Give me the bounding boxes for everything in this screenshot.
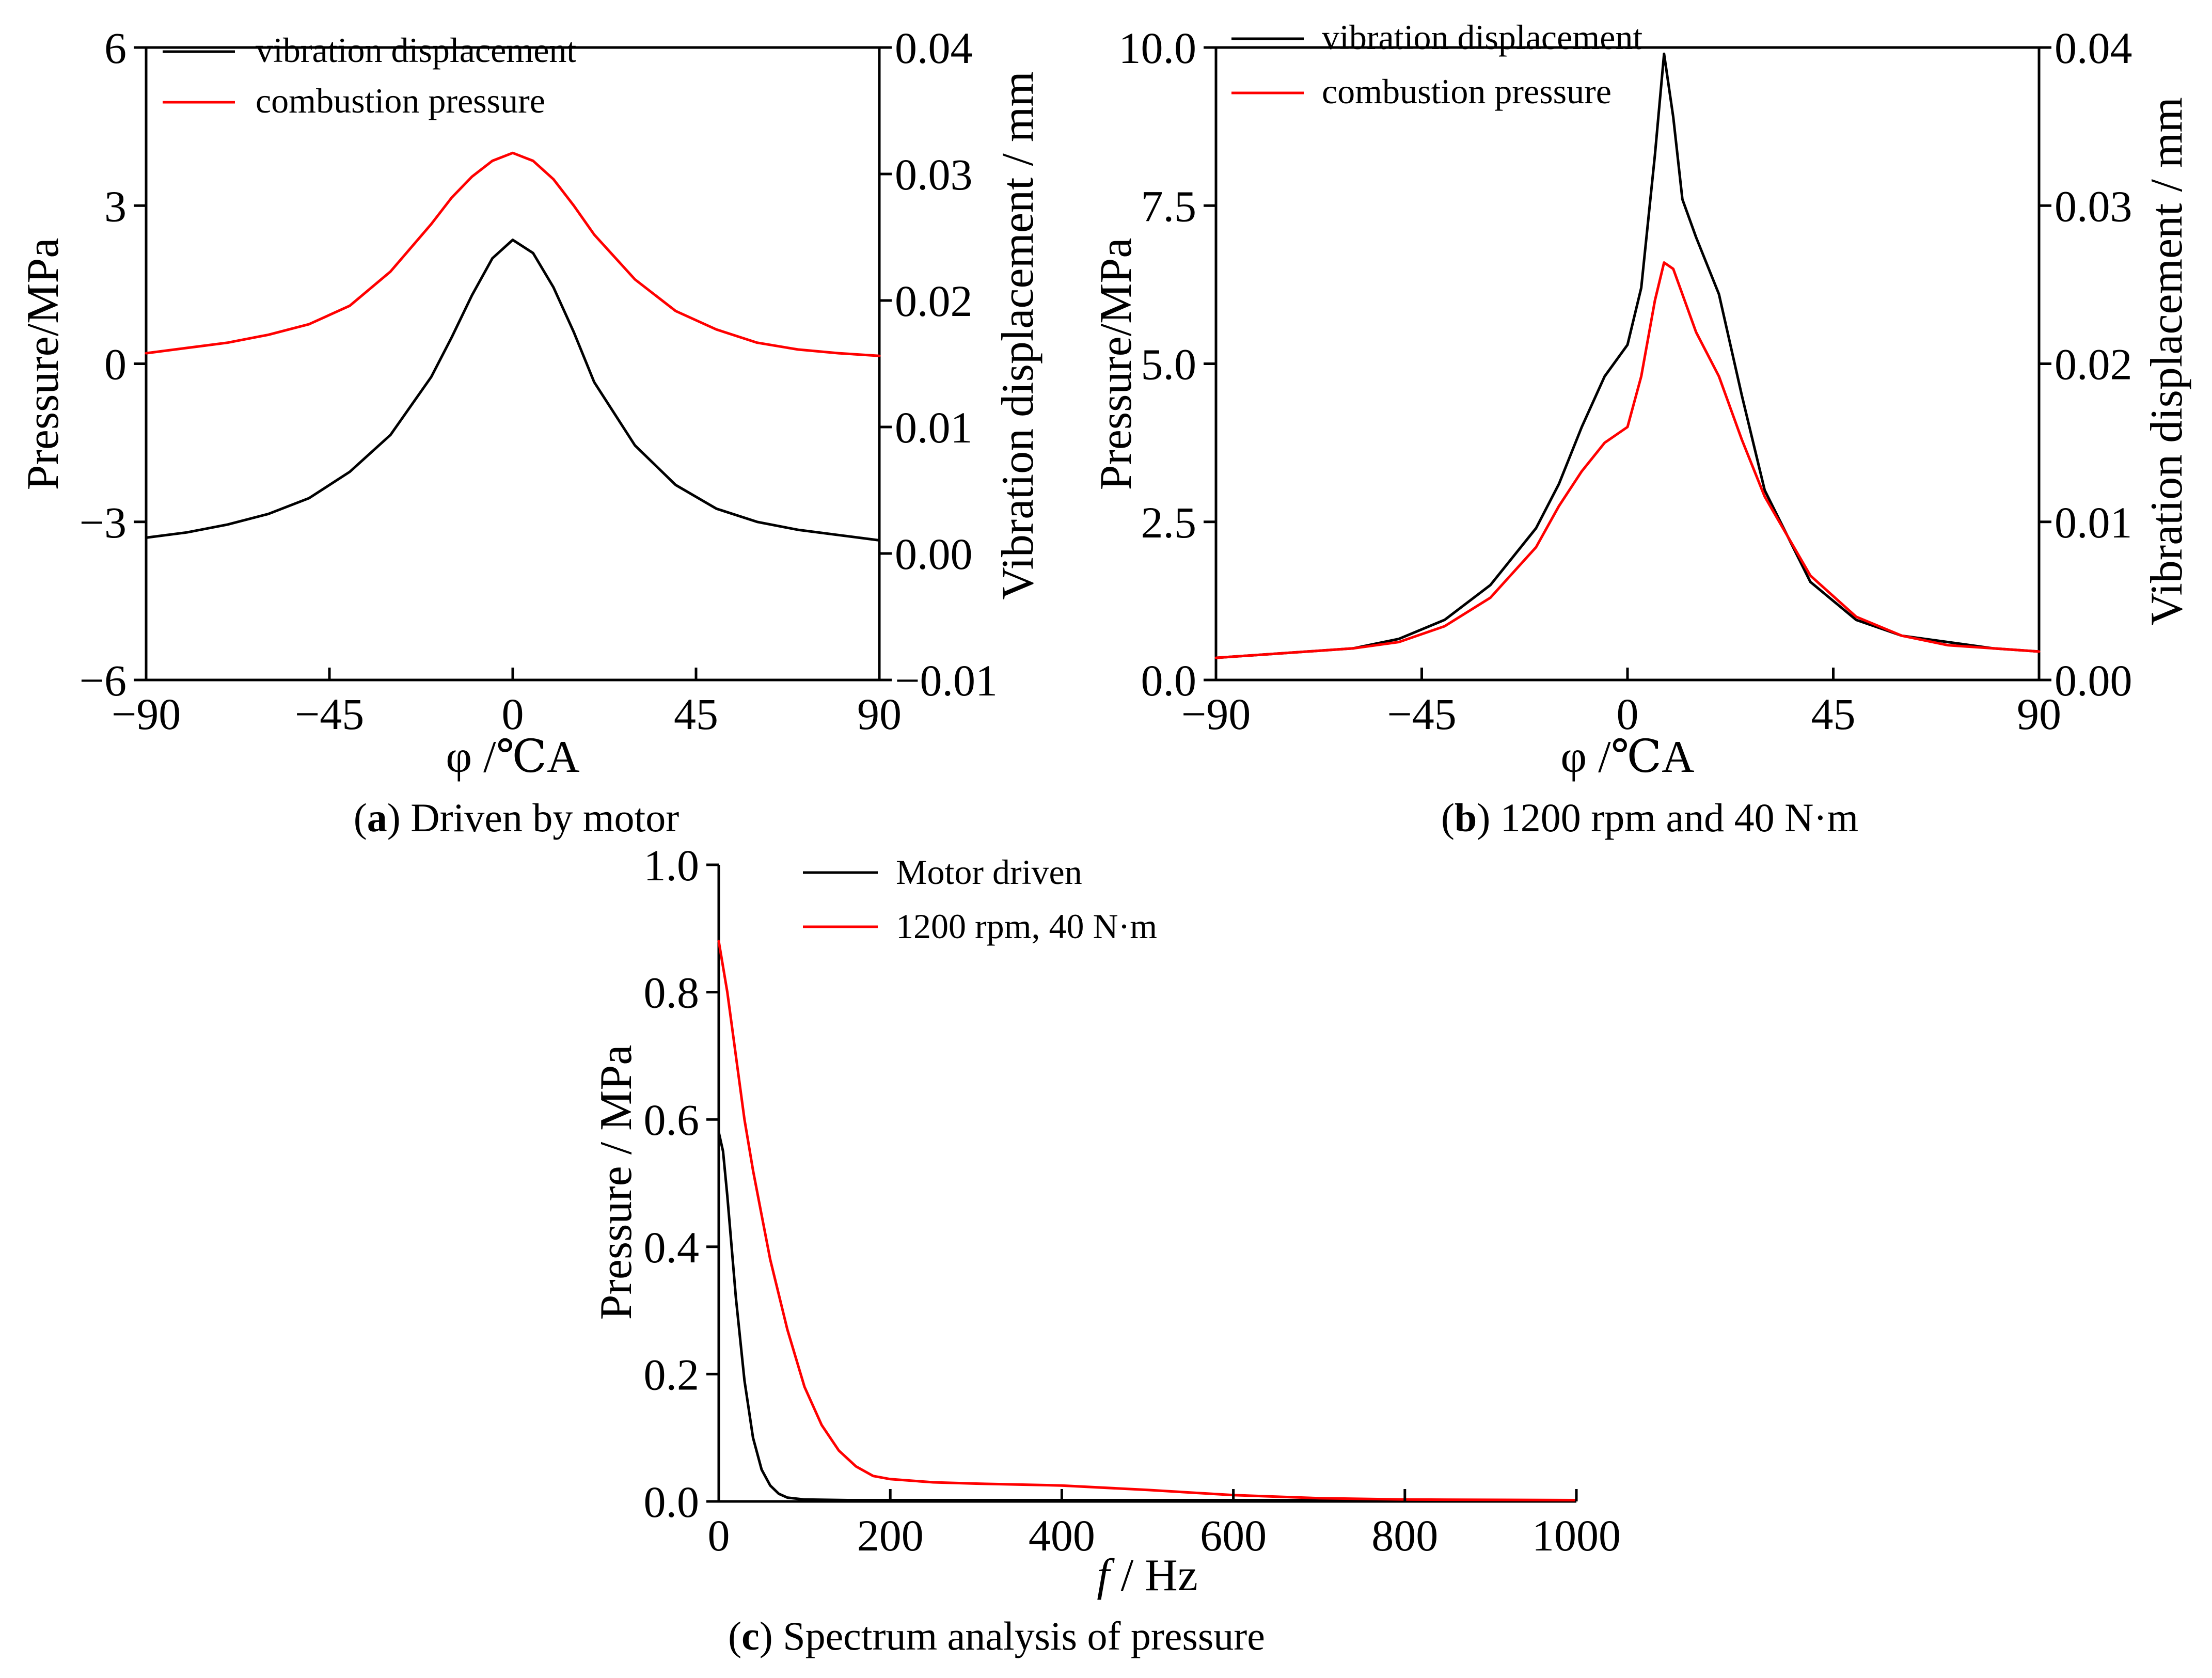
- panel-a-y-axis-title: Pressure/MPa: [18, 238, 68, 490]
- panel-b-plot-area: [1214, 46, 2041, 682]
- panel-a-x-tick-label: −45: [295, 689, 365, 739]
- panel-b-caption: (b) 1200 rpm and 40 N·m: [1441, 795, 1858, 840]
- panel-b-x-axis-unit: /℃A: [1598, 732, 1694, 782]
- panel-c-x-tick-label: 200: [857, 1511, 924, 1560]
- panel-a-x-tick-label: 45: [674, 689, 718, 739]
- panel-c-legend-label-1200rpm: 1200 rpm, 40 N·m: [896, 907, 1157, 946]
- panel-b-y2-tick-label: 0.03: [2055, 181, 2132, 231]
- panel-b-y-tick-label: 5.0: [1141, 340, 1197, 389]
- panel-c-x-tick-label: 0: [708, 1511, 730, 1560]
- panel-a-caption-letter: a: [367, 795, 387, 840]
- panel-c-y-tick-label: 0.6: [644, 1095, 700, 1145]
- panel-c-caption: (c) Spectrum analysis of pressure: [728, 1613, 1265, 1658]
- panel-c-axes: [717, 865, 1576, 1503]
- panel-b-x-axis-title: φ /℃A: [1560, 732, 1694, 782]
- panel-a-y2-tick-label: −0.01: [895, 656, 998, 705]
- panel-b-y-tick-label: 2.5: [1141, 498, 1197, 547]
- panel-b-x-tick-label: 90: [2017, 689, 2061, 739]
- panel-a-series-red-line: [145, 151, 881, 357]
- panel-b-y2-tick-label: 0.01: [2055, 498, 2132, 547]
- panel-c-legend-label-motor: Motor driven: [896, 852, 1082, 892]
- panel-c-y-tick-label: 0.8: [644, 968, 700, 1018]
- panel-c-y-tick-label: 0.4: [644, 1223, 700, 1272]
- panel-a-y2-axis-title: Vibration displacement / mm: [993, 71, 1043, 600]
- panel-b-series-black-line: [1214, 52, 2041, 659]
- panel-c-y-axis-title: Pressure / MPa: [591, 1045, 641, 1320]
- panel-b: −90 −45 0 45 90 0.0 2.5 5.0 7.5 10.0 0.00 0.01 0.02 0…: [1091, 18, 2192, 840]
- panel-a-y-tick-label: −6: [79, 656, 127, 705]
- panel-c-series-layer: [717, 940, 1578, 1501]
- panel-b-y-tick-label: 0.0: [1141, 656, 1197, 705]
- panel-b-x-tick-label: 45: [1811, 689, 1856, 739]
- panel-b-ticks-layer: −90 −45 0 45 90 0.0 2.5 5.0 7.5 10.0 0.00 0.01 0.02 0…: [1119, 23, 2132, 739]
- panel-c-x-axis-unit: / Hz: [1121, 1550, 1198, 1601]
- panel-c-ticks-layer: 0 200 400 600 800 1000 0.0 0.2 0.4 0.6 0.8 1.0: [644, 841, 1621, 1560]
- panel-b-y-tick-label: 7.5: [1141, 181, 1197, 231]
- panel-b-x-tick-label: 0: [1617, 689, 1639, 739]
- panel-b-caption-letter: b: [1455, 795, 1477, 840]
- panel-a-ticks-layer: −90 −45 0 45 90 −6 −3 0 3 6 −0.01 0.00 0.01 0.02 0.03 0…: [79, 23, 998, 739]
- panel-b-x-tick-label: −90: [1181, 689, 1251, 739]
- panel-c-y-tick-label: 0.2: [644, 1350, 700, 1399]
- panel-b-y-tick-label: 10.0: [1119, 23, 1197, 73]
- panel-a-y-tick-label: 0: [104, 340, 127, 389]
- panel-a-y-tick-label: −3: [79, 498, 127, 547]
- panel-a-plot-area: [145, 46, 881, 682]
- panel-c-x-tick-label: 1000: [1532, 1511, 1621, 1560]
- panel-a-x-axis-title: φ /℃A: [446, 732, 579, 782]
- panel-a-y2-tick-label: 0.04: [895, 23, 973, 73]
- panel-a-legend-label-vibration: vibration displacement: [256, 30, 576, 70]
- panel-b-legend-label-pressure: combustion pressure: [1322, 72, 1611, 111]
- panel-a: −90 −45 0 45 90 −6 −3 0 3 6 −0.01 0.00 0.01 0.02 0.03 0…: [18, 23, 1043, 840]
- panel-c-x-axis-title: f / Hz: [1097, 1550, 1198, 1601]
- panel-a-legend-label-pressure: combustion pressure: [256, 81, 545, 120]
- panel-c-series-black-line: [717, 1131, 1578, 1501]
- panel-a-y2-tick-label: 0.01: [895, 403, 973, 452]
- panel-c-x-tick-label: 800: [1371, 1511, 1438, 1560]
- panel-c-legend: Motor driven 1200 rpm, 40 N·m: [803, 852, 1157, 946]
- panel-a-x-tick-label: 90: [857, 689, 902, 739]
- panel-a-y2-tick-label: 0.02: [895, 276, 973, 326]
- panel-b-y-axis-title: Pressure/MPa: [1091, 238, 1141, 490]
- panel-c: 0 200 400 600 800 1000 0.0 0.2 0.4 0.6 0.8 1.0 Moto…: [591, 841, 1621, 1658]
- panel-b-legend-label-vibration: vibration displacement: [1322, 18, 1642, 57]
- panel-c-y-tick-label: 1.0: [644, 841, 700, 890]
- panel-a-y2-tick-label: 0.03: [895, 150, 973, 199]
- panel-b-y2-tick-label: 0.00: [2055, 656, 2132, 705]
- panel-c-x-tick-label: 400: [1029, 1511, 1095, 1560]
- panel-a-y2-tick-label: 0.00: [895, 529, 973, 579]
- panel-b-y2-axis-title: Vibration displacement / mm: [2142, 97, 2192, 626]
- panel-a-x-axis-symbol: φ: [446, 732, 472, 782]
- panel-b-series-red-line: [1214, 261, 2041, 659]
- panel-a-x-axis-unit: /℃A: [483, 732, 579, 782]
- panel-c-y-tick-label: 0.0: [644, 1477, 700, 1527]
- panel-a-legend: vibration displacement combustion pressu…: [163, 30, 576, 120]
- panel-b-x-axis-symbol: φ: [1560, 732, 1587, 782]
- panel-b-legend: vibration displacement combustion pressu…: [1231, 18, 1642, 111]
- panel-a-y-tick-label: 3: [104, 181, 127, 231]
- panel-a-series-layer: [145, 151, 881, 542]
- panel-b-y2-tick-label: 0.04: [2055, 23, 2132, 73]
- panel-a-x-tick-label: 0: [502, 689, 524, 739]
- panel-c-series-red-line: [717, 940, 1578, 1501]
- panel-b-x-tick-label: −45: [1387, 689, 1457, 739]
- panel-c-caption-text: Spectrum analysis of pressure: [783, 1613, 1265, 1658]
- panel-c-caption-letter: c: [741, 1613, 760, 1658]
- panel-a-y-tick-label: 6: [104, 23, 127, 73]
- panel-b-series-layer: [1214, 52, 2041, 659]
- panel-b-y2-tick-label: 0.02: [2055, 340, 2132, 389]
- panel-a-x-tick-label: −90: [112, 689, 181, 739]
- panel-a-caption-text: Driven by motor: [410, 795, 679, 840]
- panel-b-caption-text: 1200 rpm and 40 N·m: [1500, 795, 1858, 840]
- panel-c-x-tick-label: 600: [1200, 1511, 1267, 1560]
- panel-a-caption: (a) Driven by motor: [354, 795, 679, 840]
- panel-a-series-black-line: [145, 239, 881, 542]
